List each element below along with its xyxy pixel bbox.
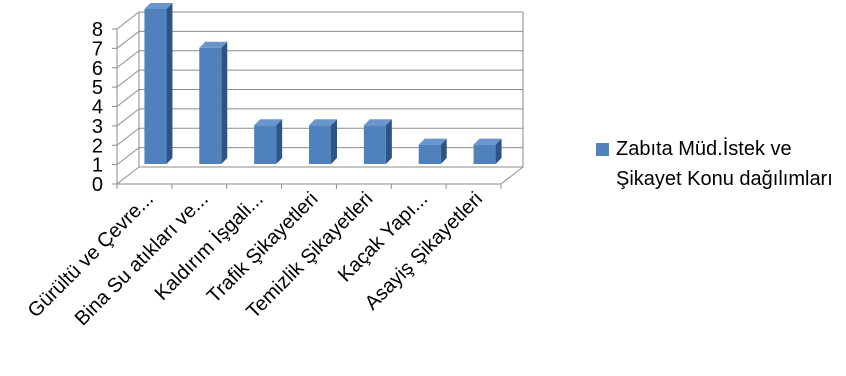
bar [144,9,167,164]
y-tick-label: 3 [92,116,103,138]
grid-line-diagonal [116,89,140,107]
bar [363,125,386,164]
y-tick-label: 5 [92,77,103,99]
grid-line-diagonal [116,50,140,69]
y-tick-label: 4 [92,97,103,119]
y-tick-label: 6 [92,58,103,80]
bar [473,144,496,164]
bar-top [254,119,283,126]
grid-line-diagonal [116,11,140,30]
y-tick-label: 2 [92,135,103,157]
y-tick-label: 1 [92,155,103,177]
y-tick-label: 8 [92,19,103,41]
bar [418,144,441,164]
bar-side [495,138,502,164]
bar-side [276,119,283,164]
bar-top [199,41,228,48]
bar-side [385,119,392,164]
bar [254,125,277,164]
grid-line-diagonal [116,108,140,127]
legend-label: Zabıta Müd.İstek ve Şikayet Konu dağılım… [616,138,833,190]
legend: Zabıta Müd.İstek ve Şikayet Konu dağılım… [596,134,841,194]
bar [309,125,331,164]
bar-top [473,138,502,145]
grid-line-diagonal [116,30,140,49]
floor-edge [500,166,524,185]
grid-line-diagonal [116,127,140,146]
bar-side [166,3,173,164]
bar-top [144,3,173,9]
legend-swatch [596,143,609,156]
bar-top [309,119,337,126]
grid-line-diagonal [116,166,140,185]
y-tick-label: 7 [92,38,103,60]
bar-side [440,138,447,164]
bar-top [418,138,447,145]
bar-side [221,41,228,164]
bar-top [363,119,392,126]
grid-line-diagonal [116,69,140,88]
y-tick-label: 0 [92,174,103,196]
grid-line-diagonal [116,147,140,166]
bar [199,47,222,164]
bar-side [331,119,337,164]
